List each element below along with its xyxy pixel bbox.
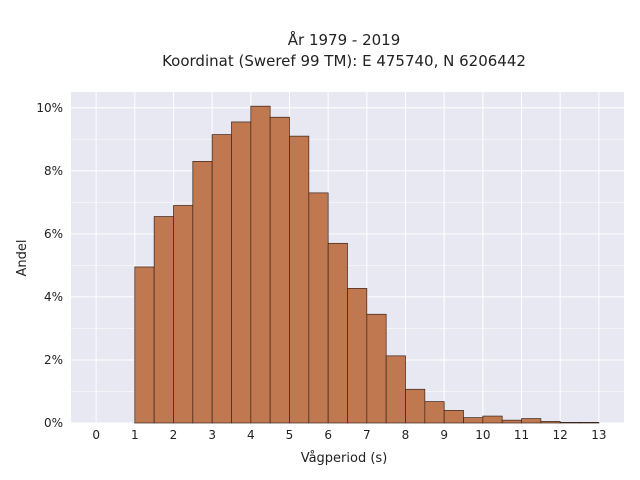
x-tick-label: 7 xyxy=(363,428,371,442)
x-tick-label: 4 xyxy=(247,428,255,442)
histogram-bar xyxy=(579,422,600,424)
histogram-bar xyxy=(250,105,271,424)
histogram-bar xyxy=(289,135,310,424)
x-tick-label: 5 xyxy=(286,428,294,442)
x-tick-label: 8 xyxy=(402,428,410,442)
histogram-bar xyxy=(134,266,155,424)
histogram-bar xyxy=(482,415,503,424)
bars xyxy=(134,105,600,424)
y-tick-label: 10% xyxy=(36,101,63,115)
histogram-bar xyxy=(521,418,542,424)
y-tick-label: 6% xyxy=(44,227,63,241)
histogram-bar xyxy=(192,161,213,424)
x-tick-label: 13 xyxy=(591,428,606,442)
x-tick-label: 3 xyxy=(208,428,216,442)
histogram-bar xyxy=(269,116,290,424)
histogram-bar xyxy=(424,401,445,424)
x-axis-label: Vågperiod (s) xyxy=(301,451,388,466)
chart-subtitle: Koordinat (Sweref 99 TM): E 475740, N 62… xyxy=(162,52,526,70)
x-tick-label: 11 xyxy=(514,428,529,442)
histogram-bar xyxy=(501,419,522,424)
histogram-bar xyxy=(405,388,426,424)
x-tick-label: 1 xyxy=(131,428,139,442)
histogram-bar xyxy=(366,313,387,424)
x-tick-label: 2 xyxy=(170,428,178,442)
y-axis-label: Andel xyxy=(15,240,30,277)
histogram-bar xyxy=(173,205,194,424)
y-tick-label: 8% xyxy=(44,164,63,178)
chart-title: År 1979 - 2019 xyxy=(288,30,401,49)
histogram-bar xyxy=(443,410,464,424)
histogram-bar xyxy=(559,422,580,424)
y-tick-labels: 0% 2% 4% 6% 8% 10% xyxy=(36,101,63,430)
histogram-bar xyxy=(463,417,484,424)
y-tick-label: 0% xyxy=(44,416,63,430)
x-tick-label: 12 xyxy=(553,428,568,442)
histogram-bar xyxy=(153,216,174,424)
x-tick-label: 6 xyxy=(324,428,332,442)
histogram-bar xyxy=(327,242,348,424)
histogram-bar xyxy=(308,192,329,424)
x-tick-label: 10 xyxy=(475,428,490,442)
x-tick-label: 9 xyxy=(440,428,448,442)
histogram-bar xyxy=(385,355,406,424)
y-tick-label: 4% xyxy=(44,290,63,304)
histogram-bar xyxy=(231,121,252,424)
x-tick-labels: 0 1 2 3 4 5 6 7 8 9 10 11 12 13 xyxy=(92,428,606,442)
y-tick-label: 2% xyxy=(44,353,63,367)
histogram-bar xyxy=(540,421,561,424)
histogram-bar xyxy=(347,288,368,424)
histogram-bar xyxy=(211,134,232,424)
x-tick-label: 0 xyxy=(92,428,100,442)
